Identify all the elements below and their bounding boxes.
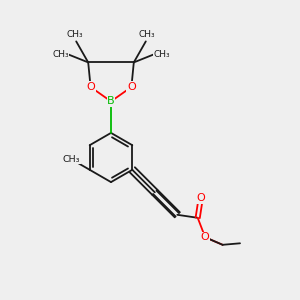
Text: O: O <box>127 82 136 92</box>
Text: O: O <box>201 232 210 242</box>
Text: CH₃: CH₃ <box>52 50 69 58</box>
Text: CH₃: CH₃ <box>66 30 83 39</box>
Text: CH₃: CH₃ <box>153 50 170 58</box>
Text: CH₃: CH₃ <box>139 30 156 39</box>
Text: O: O <box>86 82 95 92</box>
Text: CH₃: CH₃ <box>63 155 80 164</box>
Text: B: B <box>107 96 115 106</box>
Text: O: O <box>196 193 205 203</box>
